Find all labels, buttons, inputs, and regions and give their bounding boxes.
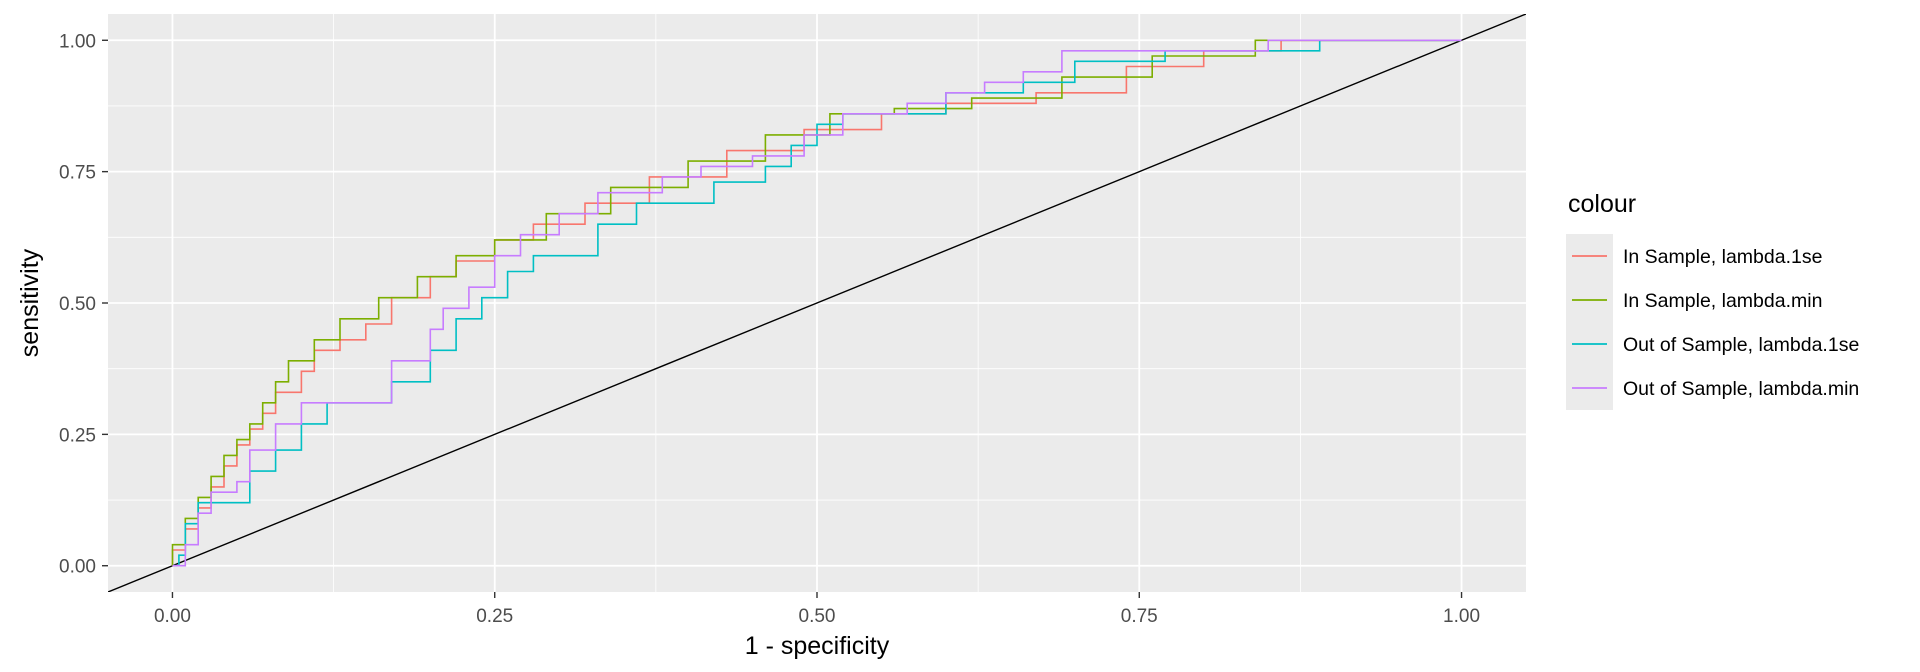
legend: colour In Sample, lambda.1se In Sample, l… [1566,190,1859,410]
roc-curves [171,39,1462,567]
y-tick-label: 0.50 [59,294,96,315]
y-axis-ticks: 0.00 0.25 0.50 0.75 1.00 [59,31,108,578]
x-tick-label: 0.50 [799,606,836,627]
x-axis-ticks: 0.00 0.25 0.50 0.75 1.00 [154,592,1480,627]
x-tick-label: 0.75 [1121,606,1158,627]
y-tick-label: 0.00 [59,557,96,578]
legend-title: colour [1568,190,1636,218]
roc-curve-series-2 [171,39,1462,566]
legend-label: Out of Sample, lambda.1se [1623,334,1859,356]
y-tick-label: 1.00 [59,31,96,52]
y-tick-label: 0.25 [59,425,96,446]
reference-diagonal [108,14,1526,592]
x-tick-label: 0.00 [154,606,191,627]
legend-label: In Sample, lambda.1se [1623,246,1822,268]
x-tick-label: 1.00 [1443,606,1480,627]
y-axis-title: sensitivity [16,248,44,357]
x-tick-label: 0.25 [476,606,513,627]
legend-label: In Sample, lambda.min [1623,290,1822,312]
y-tick-label: 0.75 [59,163,96,184]
reference-line [108,14,1526,592]
legend-label: Out of Sample, lambda.min [1623,378,1859,400]
roc-curve-series-4 [172,39,1462,567]
x-axis-title: 1 - specificity [745,632,890,660]
